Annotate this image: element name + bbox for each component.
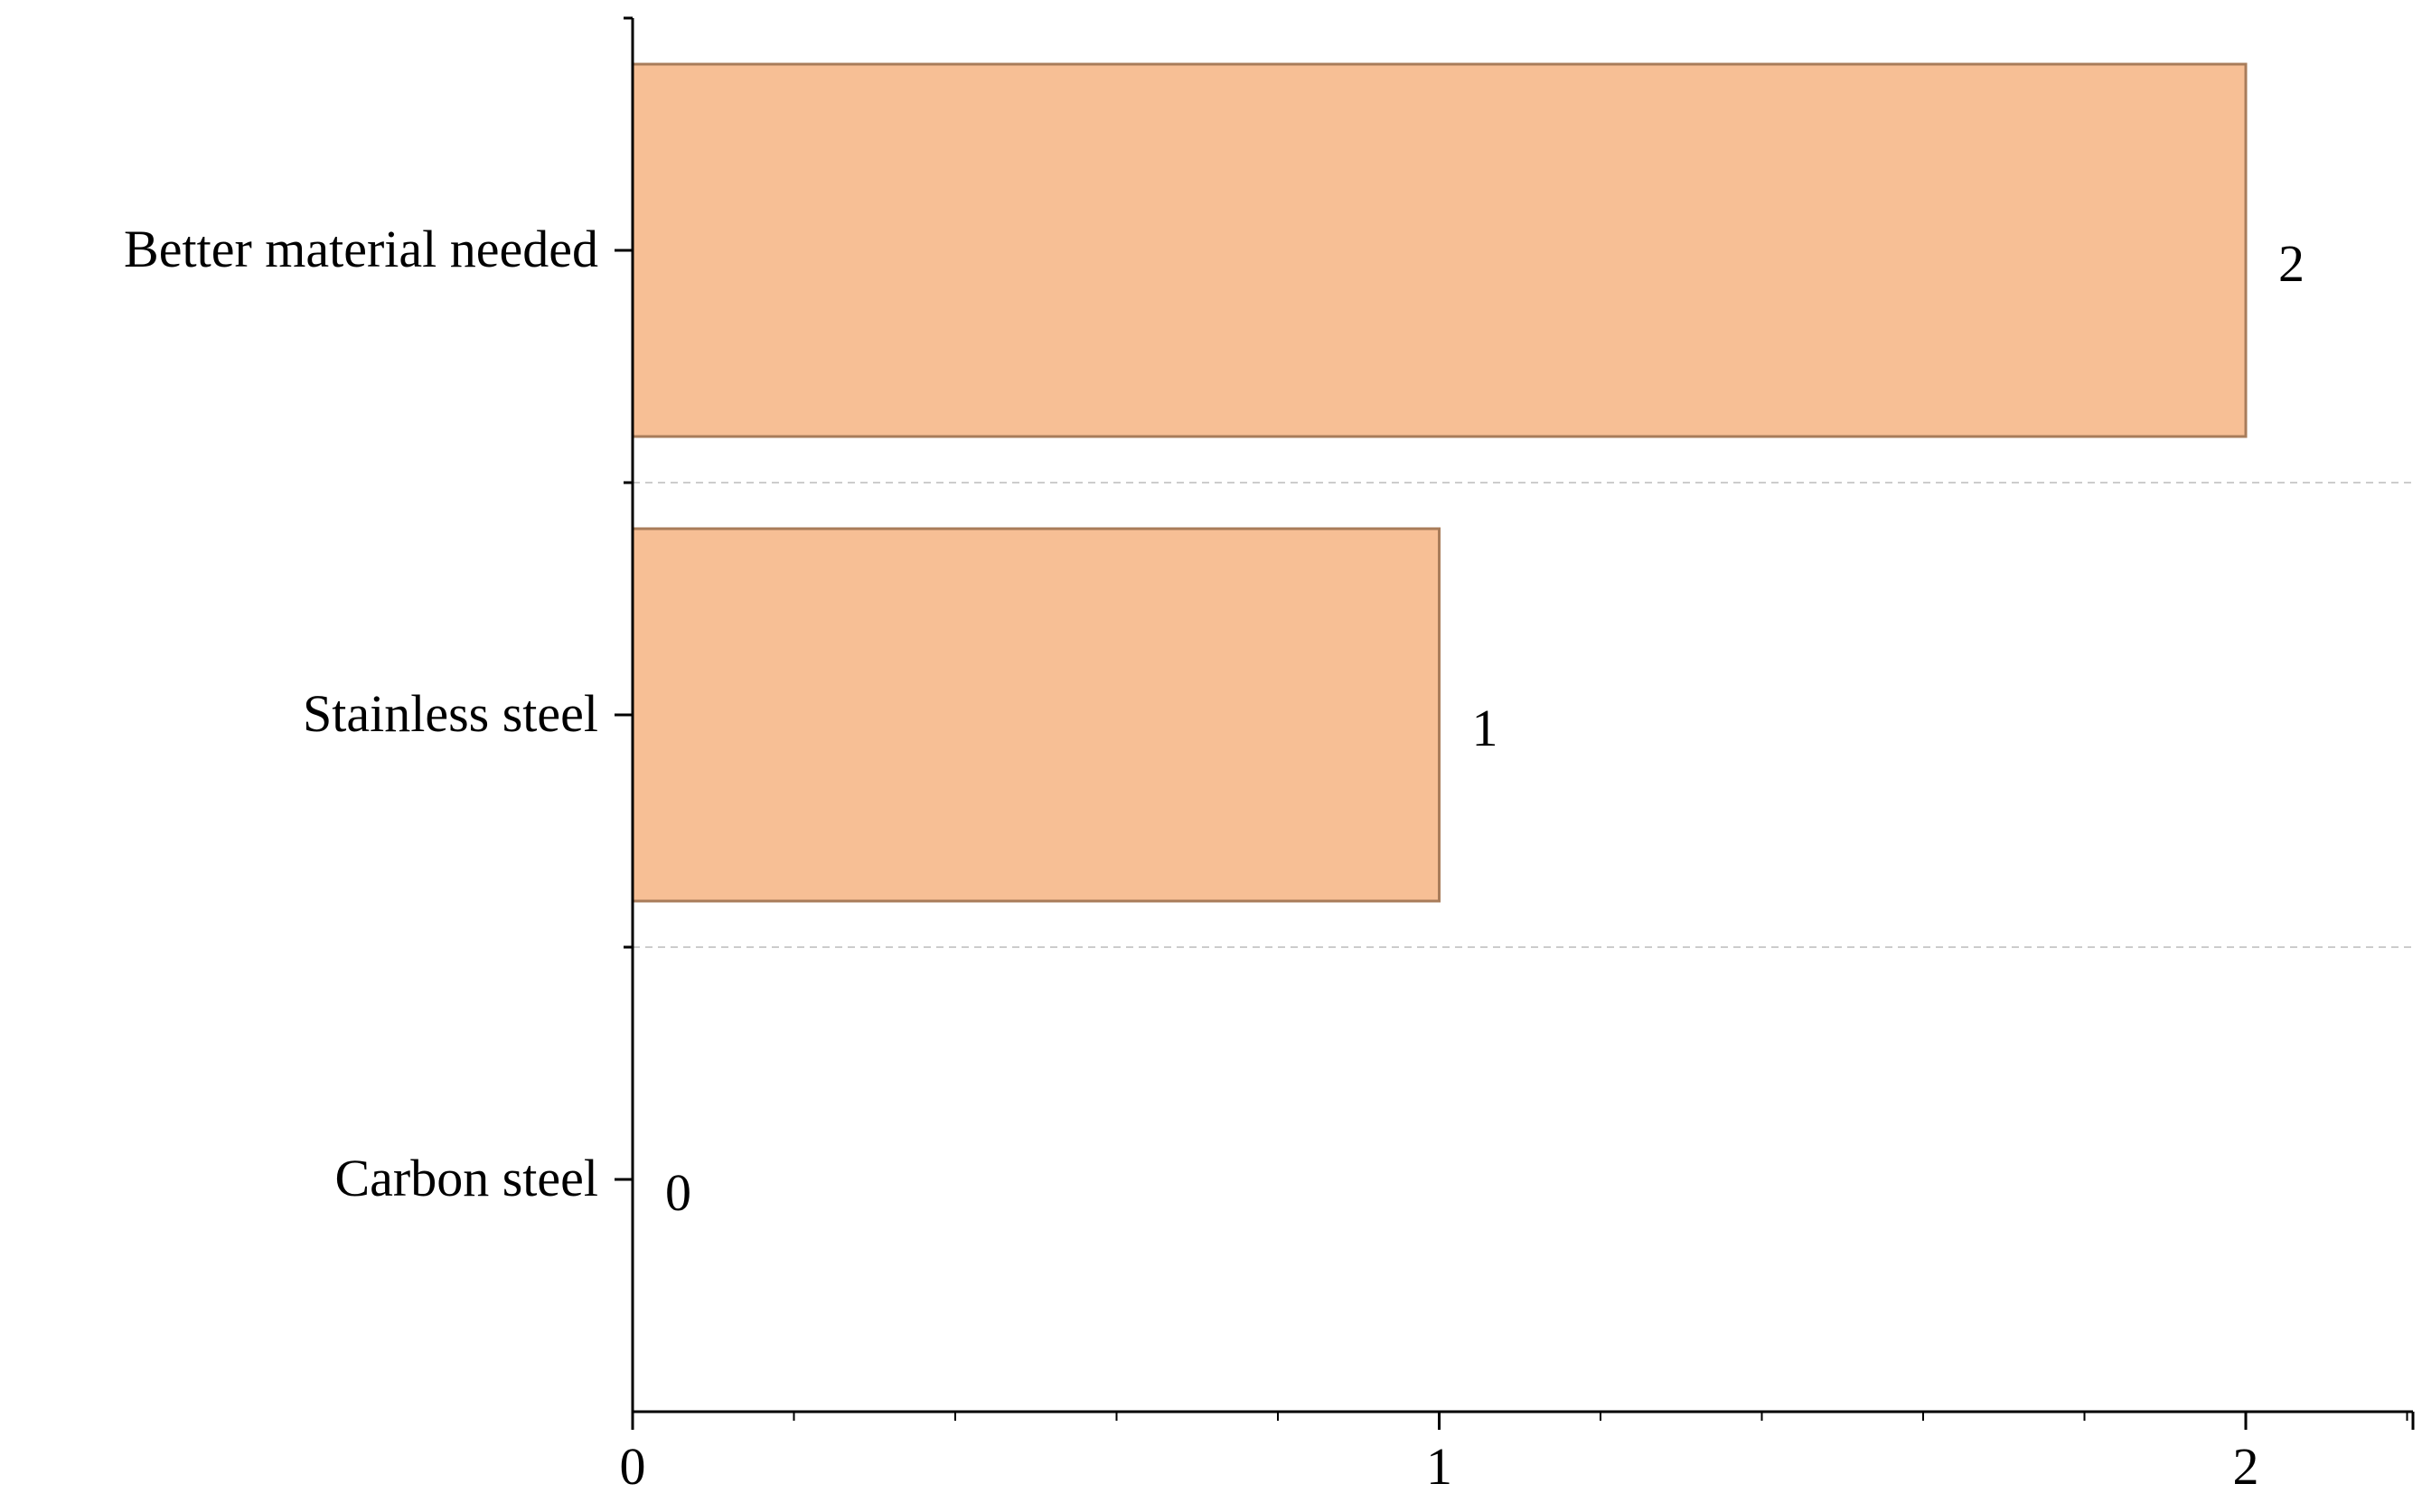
y-ticks	[615, 16, 633, 1181]
bar	[631, 527, 1441, 903]
x-tick-label: 2	[2233, 1437, 2259, 1496]
x-ticks	[631, 1412, 2415, 1430]
category-separators	[633, 482, 2413, 948]
category-labels: Carbon steel Stainless steel Better materi…	[124, 220, 598, 1207]
data-labels: 0 1 2	[665, 234, 2305, 1222]
bars-group	[631, 62, 2248, 903]
bar	[631, 62, 2248, 438]
x-tick-label: 0	[620, 1437, 646, 1496]
x-tick-labels: 0 1 2	[620, 1437, 2259, 1496]
x-tick-label: 1	[1426, 1437, 1452, 1496]
data-label: 1	[1472, 699, 1498, 757]
data-label: 2	[2278, 234, 2305, 293]
category-label: Better material needed	[124, 220, 598, 278]
data-label: 0	[665, 1163, 691, 1222]
category-label: Stainless steel	[303, 684, 598, 743]
category-label: Carbon steel	[334, 1149, 598, 1207]
